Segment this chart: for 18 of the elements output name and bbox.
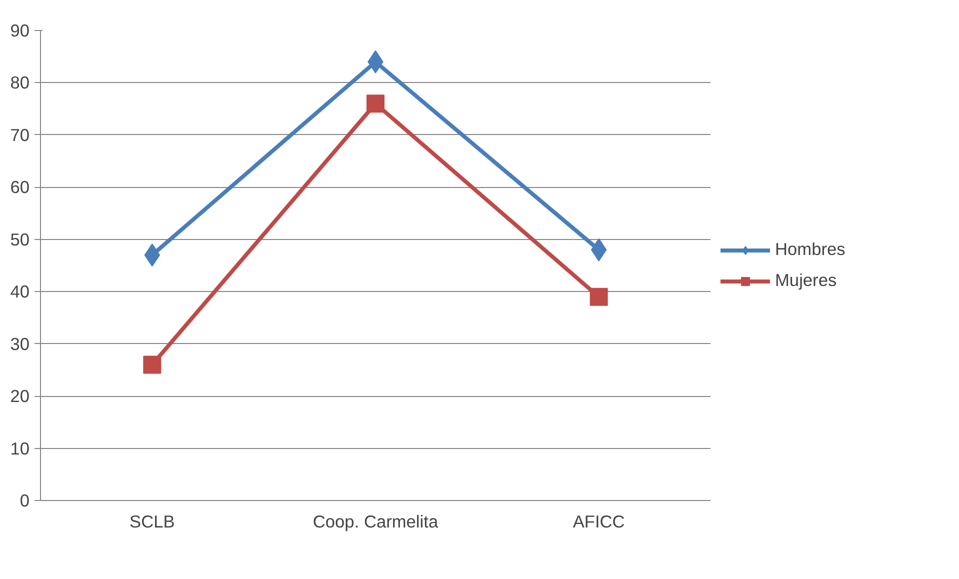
x-tick-label: Coop. Carmelita [312, 512, 438, 532]
point [590, 288, 608, 306]
point [143, 356, 162, 374]
y-tick-label: 20 [10, 386, 30, 406]
y-tick-label: 90 [10, 20, 30, 40]
y-tick-label: 30 [10, 334, 30, 354]
y-tick-label: 40 [10, 282, 30, 302]
y-tick-label: 10 [10, 438, 30, 458]
legend-label: Mujeres [775, 270, 838, 291]
y-tick-label: 50 [10, 229, 30, 250]
legend-label: Hombres [775, 239, 846, 260]
point [366, 94, 384, 113]
x-tick-label: AFICC [572, 512, 625, 532]
y-tick-label: 70 [10, 124, 30, 145]
x-tick-label: SCLB [130, 512, 175, 532]
y-tick-label: 60 [10, 177, 30, 198]
y-tick-label: 0 [20, 490, 30, 510]
y-tick-label: 80 [10, 72, 30, 93]
